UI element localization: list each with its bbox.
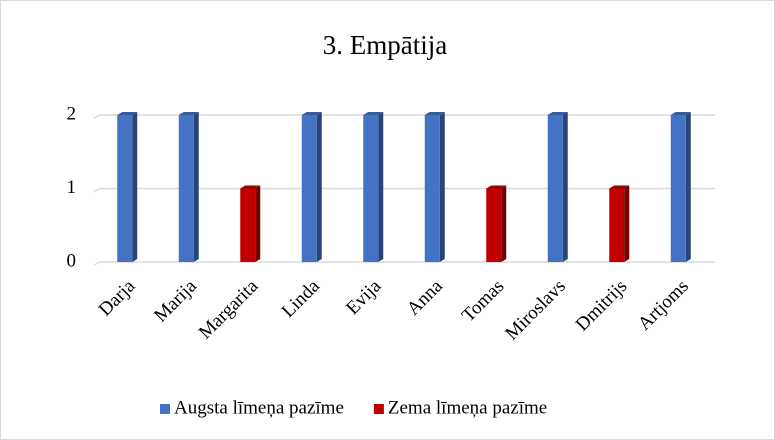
bar-side (562, 112, 568, 262)
bar-side (685, 112, 691, 262)
bar (240, 188, 256, 262)
y-tick-label: 1 (67, 177, 77, 198)
bar-top (178, 112, 199, 115)
bar-top (424, 112, 445, 115)
chart-title: 3. Empātija (323, 30, 447, 60)
bar-top (117, 112, 138, 115)
bar-side (255, 185, 261, 262)
bar-top (240, 185, 261, 189)
bar (547, 115, 563, 262)
bar-side (316, 112, 322, 262)
y-tick-label: 2 (67, 103, 77, 124)
bar (609, 188, 625, 262)
bar (424, 115, 440, 262)
bar-top (363, 112, 384, 115)
bar-side (624, 185, 630, 262)
bar (178, 115, 194, 262)
y-tick-label: 0 (67, 250, 77, 271)
bar-top (547, 112, 568, 115)
bar (363, 115, 379, 262)
bar-side (132, 112, 138, 262)
bar (670, 115, 686, 262)
grid-line-depth (93, 114, 101, 119)
bar-top (609, 185, 630, 189)
legend-label: Zema līmeņa pazīme (388, 397, 547, 418)
bar (301, 115, 317, 262)
legend-label: Augsta līmeņa pazīme (174, 397, 344, 418)
bar (117, 115, 133, 262)
grid-line-depth (93, 187, 101, 193)
bar-side (501, 185, 507, 262)
bar-side (378, 112, 384, 262)
grid-line-depth (93, 261, 101, 266)
legend-swatch (160, 404, 170, 414)
legend-swatch (373, 404, 384, 414)
bar-top (301, 112, 322, 115)
bar (486, 188, 502, 262)
bar-side (193, 112, 199, 262)
bar-top (486, 185, 507, 189)
bar-side (439, 112, 445, 262)
bar-top (670, 112, 691, 115)
